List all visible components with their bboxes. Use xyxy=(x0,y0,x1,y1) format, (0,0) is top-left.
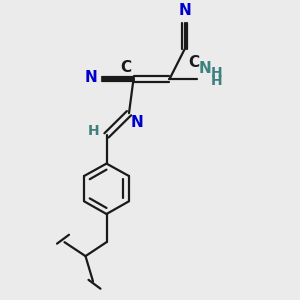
Text: N: N xyxy=(178,3,191,18)
Text: C: C xyxy=(120,60,131,75)
Text: H: H xyxy=(87,124,99,138)
Text: N: N xyxy=(130,115,143,130)
Text: H: H xyxy=(211,66,223,80)
Text: H: H xyxy=(211,74,223,88)
Text: N: N xyxy=(199,61,212,76)
Text: C: C xyxy=(188,55,200,70)
Text: N: N xyxy=(85,70,98,85)
